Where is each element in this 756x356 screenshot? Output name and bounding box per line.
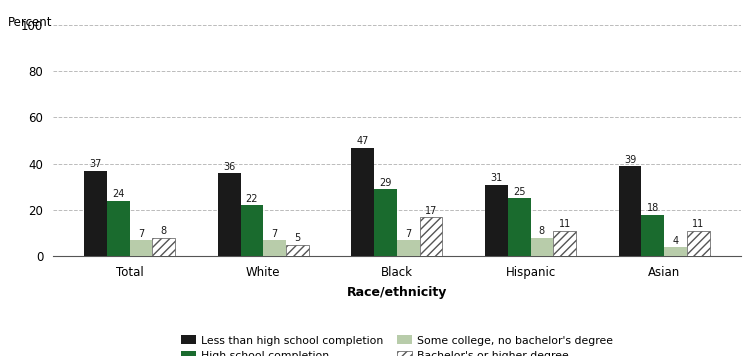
Bar (240, 205, 263, 256)
Bar (352, 147, 374, 256)
X-axis label: Race/ethnicity: Race/ethnicity (347, 286, 447, 299)
Text: 37: 37 (89, 159, 102, 169)
Bar (84, 171, 107, 256)
Text: 7: 7 (405, 229, 411, 239)
Text: 29: 29 (380, 178, 392, 188)
Bar (107, 201, 129, 256)
Bar (553, 231, 576, 256)
Bar (641, 215, 665, 256)
Bar (129, 240, 153, 256)
Bar (531, 238, 553, 256)
Text: 7: 7 (138, 229, 144, 239)
Text: 17: 17 (425, 206, 437, 216)
Text: 4: 4 (673, 236, 679, 246)
Text: 5: 5 (294, 234, 300, 244)
Bar (687, 231, 710, 256)
Text: 25: 25 (513, 187, 525, 197)
Text: 31: 31 (491, 173, 503, 183)
Bar (665, 247, 687, 256)
Bar (218, 173, 240, 256)
Text: 22: 22 (246, 194, 258, 204)
Text: Percent: Percent (8, 16, 53, 29)
Bar (618, 166, 641, 256)
Bar (286, 245, 308, 256)
Bar (397, 240, 420, 256)
Text: 39: 39 (624, 155, 637, 165)
Text: 24: 24 (112, 189, 125, 199)
Bar (485, 184, 508, 256)
Bar (263, 240, 286, 256)
Text: 11: 11 (559, 220, 571, 230)
Text: 36: 36 (223, 162, 235, 172)
Bar (153, 238, 175, 256)
Bar (420, 217, 442, 256)
Bar (374, 189, 397, 256)
Text: 7: 7 (271, 229, 277, 239)
Text: 18: 18 (646, 203, 659, 213)
Text: 8: 8 (539, 226, 545, 236)
Bar (508, 198, 531, 256)
Text: 47: 47 (357, 136, 369, 146)
Legend: Less than high school completion, High school completion, Some college, no bache: Less than high school completion, High s… (176, 331, 618, 356)
Text: 11: 11 (692, 220, 705, 230)
Text: 8: 8 (160, 226, 167, 236)
